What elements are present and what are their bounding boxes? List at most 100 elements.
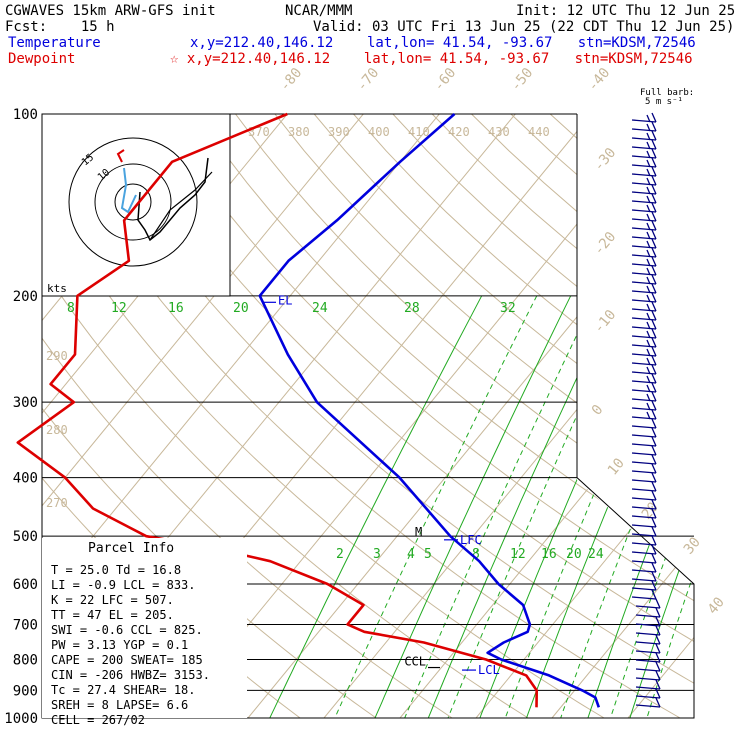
wind-barb <box>631 193 657 204</box>
wind-barb <box>631 139 657 150</box>
mixing-ratio-label: 12 <box>111 301 127 316</box>
wind-barb <box>631 535 657 546</box>
wind-barb <box>631 418 657 429</box>
wind-barbs <box>631 112 661 708</box>
pressure-tick-label: 600 <box>13 577 38 593</box>
wind-barb <box>631 121 657 132</box>
hodograph-trace <box>137 157 209 242</box>
pressure-tick-label: 200 <box>13 289 38 305</box>
dewpoint-line <box>16 112 539 708</box>
hodograph-low-level <box>120 167 137 214</box>
theta-label: 380 <box>288 125 310 139</box>
isotherm-label: 10 <box>605 455 628 478</box>
isotherm-label: -50 <box>508 65 537 95</box>
valid-time: Valid: 03 UTC Fri 13 Jun 25 (22 CDT Thu … <box>313 19 734 35</box>
wind-barb <box>631 319 657 330</box>
forecast-hour: Fcst: 15 h <box>5 19 115 35</box>
wind-barb <box>631 337 657 348</box>
wind-barb <box>631 301 657 312</box>
wind-barb <box>631 202 657 213</box>
wind-barb <box>635 607 661 618</box>
wind-barb <box>631 463 657 474</box>
wind-barb <box>631 571 657 582</box>
mixing-ratio-label: 5 <box>424 547 432 562</box>
isotherm-label: -70 <box>354 65 383 95</box>
mixing-ratio-line <box>479 295 660 718</box>
theta-label: 440 <box>528 125 550 139</box>
parcel-info-row: TT = 47 EL = 205. <box>51 608 174 622</box>
mixing-ratio-label: 16 <box>541 547 557 562</box>
isotherm-line <box>704 114 740 718</box>
dry-adiabat-line <box>42 114 529 718</box>
wind-barb <box>631 436 657 447</box>
parcel-info-row: PW = 3.13 YGP = 0.1 <box>51 638 188 652</box>
dry-adiabat-line <box>667 114 694 718</box>
isotherm-label: -80 <box>277 65 306 95</box>
wind-barb <box>631 238 657 249</box>
mixing-ratio-label: 32 <box>500 301 516 316</box>
isotherm-label: 30 <box>681 534 704 557</box>
pressure-axis-labels: 100 200 300 400 500 600 700 800 900 1000 <box>4 107 38 727</box>
wind-barb <box>631 148 657 159</box>
dry-adiabat-line <box>589 114 694 718</box>
isotherm-line <box>399 114 694 718</box>
wind-barb <box>635 697 661 708</box>
temperature-station-info: x,y=212.40,146.12 lat,lon= 41.54, -93.67… <box>190 35 696 51</box>
parcel-info-row: K = 22 LFC = 507. <box>51 593 174 607</box>
wind-barb <box>631 346 657 357</box>
wind-barb <box>631 481 657 492</box>
dry-adiabat-line <box>195 114 694 718</box>
mixing-ratio-label: 8 <box>67 301 75 316</box>
isotherm-labels: -80 -70 -60 -50 -40 -30 -20 -10 0 10 20 30 40 <box>277 65 728 618</box>
hodograph-trace-upper <box>149 171 213 241</box>
mixing-ratio-line <box>610 295 694 718</box>
wind-barb <box>635 616 661 627</box>
dry-adiabat-line <box>392 114 694 718</box>
mixing-ratio-label: 12 <box>510 547 526 562</box>
mixing-ratio-line <box>587 295 694 718</box>
mixing-ratio-label: 2 <box>336 547 344 562</box>
level-marker-label: M <box>415 525 422 539</box>
hodograph-units-label: kts <box>47 282 67 295</box>
level-marker-label: LFC <box>460 533 482 547</box>
wind-barb <box>631 382 657 393</box>
dry-adiabat-line <box>235 114 694 718</box>
wind-barb <box>631 310 657 321</box>
level-marker-label: EL <box>278 293 292 307</box>
pressure-tick-label: 400 <box>13 471 38 487</box>
isotherm-line <box>475 114 694 718</box>
theta-label: 400 <box>368 125 390 139</box>
wind-barb <box>635 634 661 645</box>
mixing-ratio-label: 4 <box>407 547 415 562</box>
dry-adiabat-line <box>708 114 740 718</box>
wind-barb <box>631 166 657 177</box>
wind-barb <box>631 589 657 600</box>
dry-adiabat-line <box>510 114 694 718</box>
level-marker-label: LCL <box>478 663 500 677</box>
isotherm-label: -60 <box>431 65 460 95</box>
level-marker-label: CCL <box>404 655 426 669</box>
wind-barb <box>635 670 661 681</box>
pressure-tick-label: 900 <box>13 683 38 699</box>
wind-barb <box>631 400 657 411</box>
isotherm-line <box>42 114 440 718</box>
wind-barb <box>631 157 657 168</box>
wind-barb <box>635 679 661 690</box>
wind-barb <box>631 175 657 186</box>
wind-barb <box>631 256 657 267</box>
hodograph-high-level <box>116 149 125 163</box>
wind-barb <box>631 490 657 501</box>
parcel-info-panel: Parcel Info T = 25.0 Td = 16.8LI = -0.9 … <box>42 538 247 727</box>
wind-barb <box>635 598 661 609</box>
dewpoint-legend-label: Dewpoint <box>8 51 75 67</box>
theta-label: 280 <box>46 423 68 437</box>
isotherm-label: -40 <box>585 65 614 95</box>
wind-barb <box>631 229 657 240</box>
wind-barb <box>631 445 657 456</box>
wind-barb <box>631 247 657 258</box>
pressure-tick-label: 500 <box>13 529 38 545</box>
wind-barb <box>631 292 657 303</box>
wind-barb <box>631 220 657 231</box>
pressure-tick-label: 800 <box>13 652 38 668</box>
wind-barb <box>631 328 657 339</box>
